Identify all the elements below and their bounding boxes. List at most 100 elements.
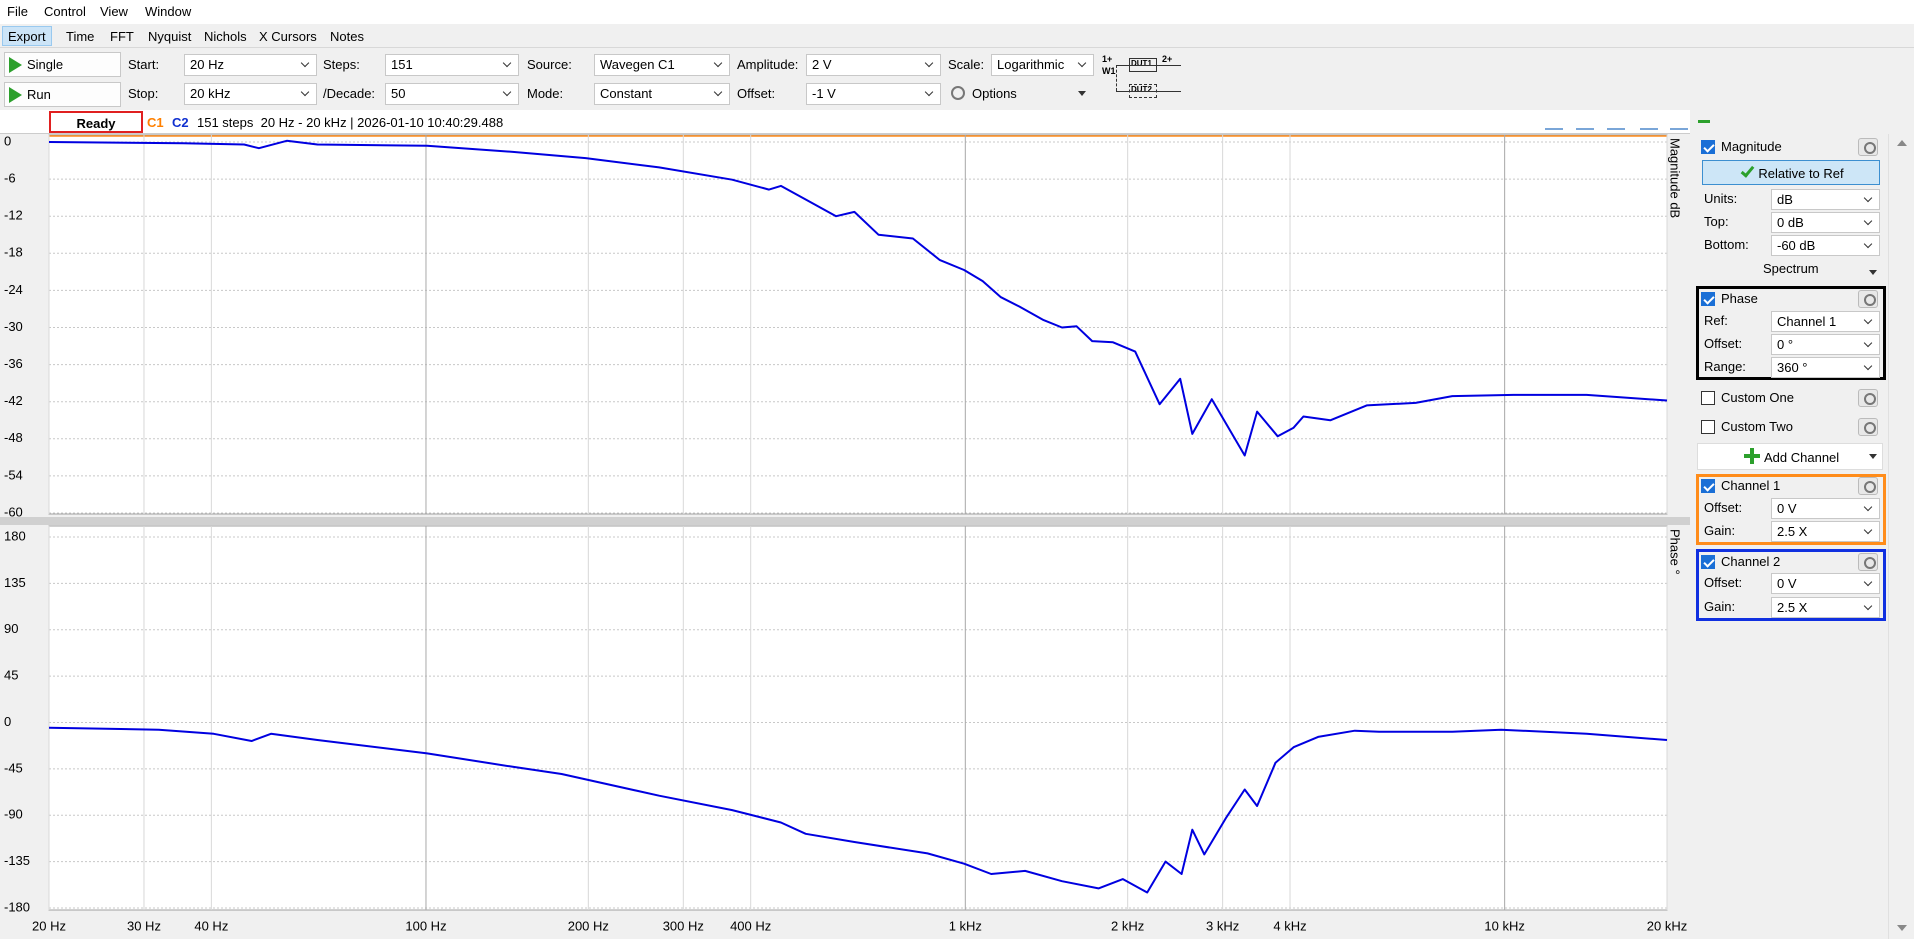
row-label: Bottom: (1704, 237, 1749, 252)
menu-item[interactable]: Window (145, 4, 192, 19)
options-icon[interactable] (951, 86, 965, 100)
plot-area (48, 525, 1668, 911)
y-tick-label: -36 (4, 356, 23, 371)
dropdown[interactable]: 0 dB (1771, 212, 1880, 233)
dropdown[interactable]: 360 ° (1771, 357, 1880, 378)
field-label: Amplitude: (737, 57, 799, 72)
dropdown[interactable]: Constant (594, 83, 730, 105)
run-button[interactable] (4, 82, 121, 107)
relative-button[interactable]: Relative to Ref (1702, 160, 1880, 185)
dropdown[interactable]: 2.5 X (1771, 597, 1880, 618)
field-label: Offset: (737, 86, 776, 101)
tab[interactable]: Export (8, 29, 46, 44)
plot-tool[interactable] (1670, 114, 1688, 130)
settings-button[interactable] (1858, 138, 1878, 156)
tab[interactable]: Notes (330, 29, 364, 44)
options-arrow (1078, 91, 1086, 96)
dropdown[interactable]: 50 (385, 83, 519, 105)
section-title: Custom One (1721, 390, 1794, 405)
scroll-down (1897, 925, 1907, 931)
x-tick-label: 40 Hz (194, 918, 228, 933)
y-tick-label: -30 (4, 319, 23, 334)
field-label: Stop: (128, 86, 159, 101)
field-label: /Decade: (323, 86, 376, 101)
section-title: Phase (1721, 291, 1758, 306)
field-label: Source: (527, 57, 572, 72)
menu-item[interactable]: File (7, 4, 28, 19)
checkbox[interactable] (1701, 420, 1715, 434)
dropdown[interactable]: -60 dB (1771, 235, 1880, 256)
dropdown[interactable]: Wavegen C1 (594, 54, 730, 76)
dropdown[interactable]: dB (1771, 189, 1880, 210)
row-label: Units: (1704, 191, 1738, 206)
settings-button[interactable] (1858, 389, 1878, 407)
plot-tool[interactable] (1607, 114, 1625, 130)
plot-tool[interactable] (1545, 114, 1563, 130)
toolbar-sep (0, 47, 1914, 48)
dropdown[interactable]: 0 V (1771, 573, 1880, 594)
dropdown[interactable]: 2 V (806, 54, 941, 76)
tab[interactable]: FFT (110, 29, 134, 44)
y-tick-label: -24 (4, 282, 23, 297)
diagram-wire (1116, 91, 1181, 92)
dropdown[interactable]: 2.5 X (1771, 521, 1880, 542)
dropdown[interactable]: 0 V (1771, 498, 1880, 519)
checkbox[interactable] (1701, 292, 1715, 306)
x-tick-label: 4 kHz (1273, 918, 1306, 933)
settings-button[interactable] (1858, 418, 1878, 436)
run-label: Run (27, 87, 51, 102)
menu-item[interactable]: Control (44, 4, 86, 19)
tab[interactable]: X Cursors (259, 29, 317, 44)
y-tick-label: 90 (4, 621, 18, 636)
diagram-text: DUT2 (1131, 85, 1152, 94)
dropdown[interactable]: 20 kHz (184, 83, 317, 105)
dropdown[interactable]: 0 ° (1771, 334, 1880, 355)
settings-button[interactable] (1858, 477, 1878, 495)
checkbox[interactable] (1701, 140, 1715, 154)
play-icon (9, 57, 22, 73)
tab[interactable]: Nichols (204, 29, 247, 44)
x-tick-label: 1 kHz (949, 918, 982, 933)
plot-separator (0, 517, 1690, 525)
tab[interactable]: Time (66, 29, 95, 44)
row-label: Offset: (1704, 500, 1743, 515)
row-label: Ref: (1704, 313, 1728, 328)
x-tick-label: 100 Hz (405, 918, 446, 933)
y-tick-label: 135 (4, 575, 26, 590)
dropdown[interactable]: 20 Hz (184, 54, 317, 76)
row-label: Gain: (1704, 523, 1736, 538)
diagram-wire (1116, 65, 1117, 91)
single-button[interactable] (4, 52, 121, 77)
menu-item[interactable]: View (100, 4, 128, 19)
scrollbar[interactable] (1888, 134, 1914, 939)
y-tick-label: 0 (4, 714, 11, 729)
spectrum-label[interactable]: Spectrum (1763, 261, 1819, 276)
plot-tool[interactable] (1640, 114, 1658, 130)
plot-tool[interactable] (1576, 114, 1594, 130)
dropdown[interactable]: 151 (385, 54, 519, 76)
dropdown[interactable]: Channel 1 (1771, 311, 1880, 332)
spectrum-arrow (1869, 270, 1877, 275)
checkbox[interactable] (1701, 479, 1715, 493)
settings-button[interactable] (1858, 553, 1878, 571)
checkbox[interactable] (1701, 555, 1715, 569)
tab[interactable]: Nyquist (148, 29, 192, 44)
status-c1: C1 (147, 115, 164, 130)
add-channel[interactable]: Add Channel (1697, 443, 1883, 470)
settings-button[interactable] (1858, 290, 1878, 308)
checkbox[interactable] (1701, 391, 1715, 405)
y-tick-label: -48 (4, 430, 23, 445)
x-tick-label: 400 Hz (730, 918, 771, 933)
x-tick-label: 20 kHz (1647, 918, 1687, 933)
trace (48, 726, 1668, 894)
dropdown[interactable]: Logarithmic (991, 54, 1094, 76)
section-title: Channel 2 (1721, 554, 1781, 569)
dropdown[interactable]: -1 V (806, 83, 941, 105)
options-label[interactable]: Options (972, 86, 1017, 101)
diagram-text: W1 (1102, 66, 1116, 76)
y-axis-label: Phase ° (1668, 529, 1683, 575)
tab-active-bg (2, 26, 52, 46)
y-tick-label: -60 (4, 504, 23, 519)
scroll-up (1897, 140, 1907, 146)
